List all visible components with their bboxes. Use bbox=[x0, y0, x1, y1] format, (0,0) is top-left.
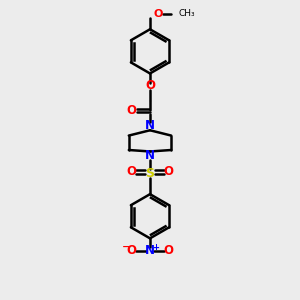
Text: O: O bbox=[127, 165, 137, 178]
Text: O: O bbox=[154, 9, 163, 19]
Text: O: O bbox=[145, 79, 155, 92]
Text: N: N bbox=[145, 244, 155, 257]
Text: +: + bbox=[152, 243, 159, 252]
Text: CH₃: CH₃ bbox=[179, 10, 196, 19]
Text: O: O bbox=[163, 165, 173, 178]
Text: O: O bbox=[163, 244, 173, 257]
Text: N: N bbox=[145, 149, 155, 162]
Text: −: − bbox=[122, 242, 131, 252]
Text: N: N bbox=[145, 119, 155, 132]
Text: S: S bbox=[146, 167, 154, 180]
Text: O: O bbox=[126, 104, 136, 117]
Text: O: O bbox=[127, 244, 137, 257]
